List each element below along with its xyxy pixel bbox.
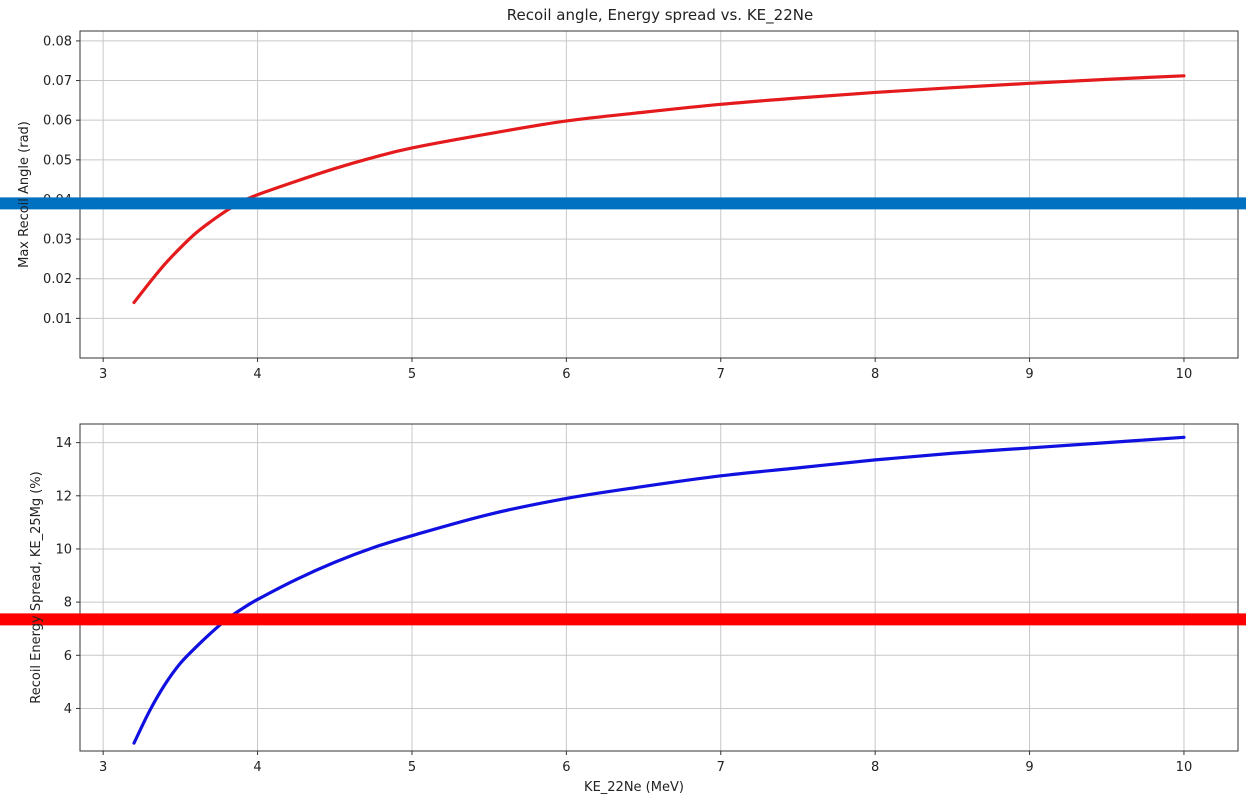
energy-spread-y-tick-label: 12 [55, 489, 72, 504]
recoil-angle-x-tick-labels: 3 4 5 6 7 8 9 10 [99, 358, 1192, 382]
recoil-angle-x-tick-label: 10 [1176, 367, 1193, 382]
recoil-angle-y-tick-label: 0.08 [43, 34, 72, 49]
energy-spread-grid [80, 424, 1238, 751]
energy-spread-data-line [132, 435, 1186, 745]
figure-title: Recoil angle, Energy spread vs. KE_22Ne [507, 6, 813, 25]
recoil-angle-x-tick-label: 7 [717, 367, 725, 382]
recoil-angle-axes-box [79, 30, 1239, 359]
recoil-angle-x-tick-label: 9 [1025, 367, 1033, 382]
energy-spread-panel: 3 4 5 6 7 8 9 10 4 6 8 10 12 14 Recoil Energy Spread… [0, 423, 1246, 795]
energy-spread-y-tick-label: 4 [64, 702, 72, 717]
energy-spread-y-axis-label: Recoil Energy Spread, KE_25Mg (%) [29, 471, 44, 703]
recoil-angle-y-tick-label: 0.05 [43, 153, 72, 168]
recoil-angle-x-tick-label: 8 [871, 367, 879, 382]
recoil-angle-y-tick-label: 0.03 [43, 233, 72, 248]
energy-spread-x-tick-label: 4 [253, 760, 261, 775]
recoil-angle-y-tick-labels: 0.010.020.030.040.050.060.070.08 [43, 34, 80, 327]
energy-spread-y-tick-label: 14 [55, 436, 72, 451]
energy-spread-x-axis-label: KE_22Ne (MeV) [584, 780, 684, 795]
energy-spread-x-tick-label: 10 [1176, 760, 1193, 775]
energy-spread-x-tick-label: 3 [99, 760, 107, 775]
energy-spread-x-tick-label: 7 [717, 760, 725, 775]
recoil-angle-y-tick-label: 0.06 [43, 114, 72, 129]
recoil-angle-x-tick-label: 3 [99, 367, 107, 382]
recoil-angle-y-axis-label: Max Recoil Angle (rad) [17, 121, 32, 268]
recoil-angle-y-tick-label: 0.02 [43, 272, 72, 287]
recoil-angle-series [132, 74, 1186, 305]
energy-spread-series [132, 435, 1186, 745]
recoil-angle-data-line [132, 74, 1186, 305]
energy-spread-y-tick-label: 6 [64, 649, 72, 664]
recoil-angle-y-tick-label: 0.07 [43, 74, 72, 89]
energy-spread-axes-box [79, 423, 1239, 752]
recoil-angle-y-tick-label: 0.01 [43, 312, 72, 327]
energy-spread-axes-frame [79, 423, 1239, 752]
recoil-angle-x-tick-label: 4 [253, 367, 261, 382]
energy-spread-x-tick-label: 6 [562, 760, 570, 775]
energy-spread-x-tick-label: 9 [1025, 760, 1033, 775]
recoil-angle-x-tick-label: 5 [408, 367, 416, 382]
energy-spread-x-tick-label: 8 [871, 760, 879, 775]
recoil-angle-x-tick-label: 6 [562, 367, 570, 382]
energy-spread-x-tick-label: 5 [408, 760, 416, 775]
energy-spread-y-tick-label: 8 [64, 596, 72, 611]
energy-spread-y-tick-label: 10 [55, 542, 72, 557]
energy-spread-y-tick-labels: 4 6 8 10 12 14 [55, 436, 80, 717]
recoil-angle-axes-frame [79, 30, 1239, 359]
energy-spread-x-tick-labels: 3 4 5 6 7 8 9 10 [99, 751, 1192, 775]
